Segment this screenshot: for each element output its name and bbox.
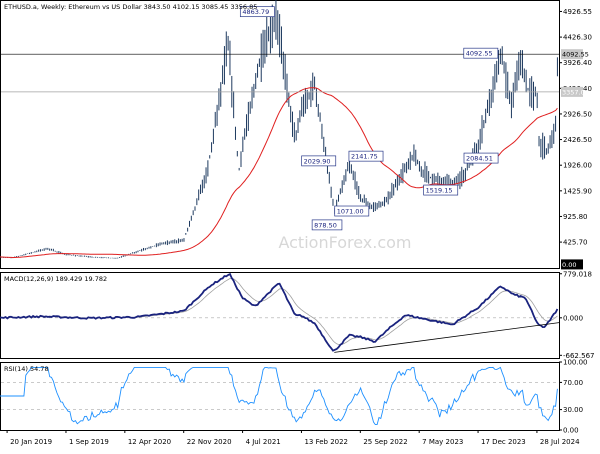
annotation-label: 2084.51 (466, 155, 493, 163)
panel-frame-rsi (0, 362, 560, 431)
ytick-label-macd: 779.018 (563, 270, 592, 278)
ytick-label-price: 425.70 (563, 239, 588, 247)
annotation-label: 1071.00 (337, 208, 364, 216)
annotation-label: 4092.55 (466, 50, 493, 58)
annotation-box (463, 47, 499, 59)
ytick-label-price: 2426.50 (563, 136, 592, 144)
annotation-label: 2029.90 (304, 157, 331, 165)
ytick-label-price: 1926.00 (563, 162, 592, 170)
xtick-label: 7 May 2023 (422, 438, 463, 446)
xtick-label: 28 Jul 2024 (540, 438, 580, 446)
xtick-label: 17 Dec 2023 (481, 438, 526, 446)
ytick-label-price: 2926.50 (563, 110, 592, 118)
annotation-label: 2141.75 (351, 153, 378, 161)
price-badge (561, 49, 583, 60)
xtick-label: 22 Nov 2020 (187, 438, 232, 446)
annotation-label: 1519.15 (426, 187, 453, 195)
annotation-box (311, 219, 343, 231)
ytick-label-macd: 0.000 (563, 314, 583, 322)
xtick-label: 20 Jan 2019 (10, 438, 52, 446)
ytick-label-price: 4426.30 (563, 34, 592, 42)
macd-trendline (334, 322, 560, 353)
annotation-label: 4863.79 (242, 8, 269, 16)
price-badge-label: 3357.00 (562, 88, 589, 96)
macd-line (0, 272, 559, 352)
ytick-label-rsi: 0.00 (563, 427, 579, 435)
ytick-label-macd: -662.567 (563, 352, 594, 360)
annotation-box (423, 184, 459, 196)
price-badge-label: 4092.55 (562, 51, 589, 59)
ytick-label-price: 4926.55 (563, 8, 592, 16)
price-panel-label: ETHUSD.a, Weekly: Ethereum vs US Dollar … (4, 3, 257, 11)
xtick-label: 25 Sep 2022 (363, 438, 407, 446)
moving-average-line (0, 87, 558, 258)
ytick-label-rsi: 30.00 (563, 406, 583, 414)
annotation-box (239, 6, 275, 18)
watermark: ActionForex.com (278, 233, 411, 252)
rsi-line (0, 366, 558, 426)
ytick-label-rsi: 100.00 (563, 359, 588, 367)
xtick-label: 1 Sep 2019 (69, 438, 109, 446)
annotation-box (301, 155, 337, 167)
price-badge-label: 0.00 (562, 261, 576, 269)
rsi-panel-label: RSI(14) 54.78 (4, 365, 49, 373)
ytick-label-price: 925.80 (563, 213, 588, 221)
ytick-label-price: 1425.90 (563, 187, 592, 195)
xtick-label: 4 Jul 2021 (246, 438, 281, 446)
ytick-label-price: 3926.40 (563, 59, 592, 67)
price-bars (0, 0, 558, 259)
annotation-box (348, 150, 384, 162)
macd-panel-label: MACD(12,26,9) 189.429 19.782 (4, 275, 107, 283)
ytick-label-rsi: 70.00 (563, 379, 583, 387)
annotation-label: 878.50 (314, 221, 337, 229)
xtick-label: 12 Apr 2020 (128, 438, 171, 446)
xtick-label: 13 Feb 2022 (304, 438, 348, 446)
annotation-box (463, 152, 499, 164)
annotation-box (334, 205, 370, 217)
price-badge (561, 259, 583, 270)
price-badge (561, 86, 583, 97)
